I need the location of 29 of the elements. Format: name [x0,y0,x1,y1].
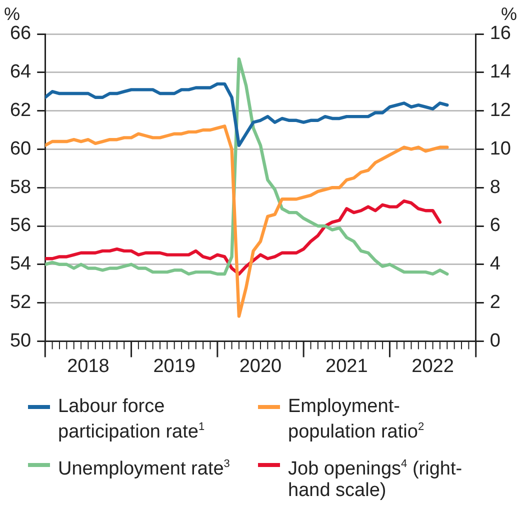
legend-label: Employment-population ratio$^{2}$ [288,396,426,442]
y2-tick-label: 12 [490,100,512,122]
y2-tick-label: 8 [490,176,500,198]
y2-tick-label: 4 [490,254,501,275]
y-axis-title: % [4,4,20,24]
x-tick-label: 2022 [412,356,454,377]
legend-label: Unemployment rate$^{3}$ [58,457,230,480]
x-tick-label: 2018 [67,356,110,377]
y2-tick-label: 2 [490,292,500,314]
y2-axis-title: % [500,4,517,24]
x-tick-label: 2020 [239,356,282,377]
y2-tick-label: 6 [490,215,500,236]
y-tick-label: 56 [10,215,32,236]
y-tick-label: 54 [10,254,32,275]
y-tick-label: 66 [10,23,32,44]
y2-tick-label: 14 [490,62,512,83]
x-tick-label: 2021 [326,356,368,377]
y-tick-label: 60 [10,138,32,160]
y2-tick-label: 0 [490,330,500,352]
y2-tick-label: 10 [490,138,512,160]
legend-label: Labour force participation rate$^{1}$ [58,396,206,442]
y-tick-label: 64 [10,62,32,83]
y2-tick-label: 16 [490,23,512,44]
x-tick-label: 2019 [153,356,196,377]
y-tick-label: 58 [10,176,32,198]
text: Job openings$^{4}$ (right-hand scale) [288,458,462,501]
y-tick-label: 50 [10,330,32,352]
y-tick-label: 52 [10,292,32,314]
y-tick-label: 62 [10,100,32,122]
